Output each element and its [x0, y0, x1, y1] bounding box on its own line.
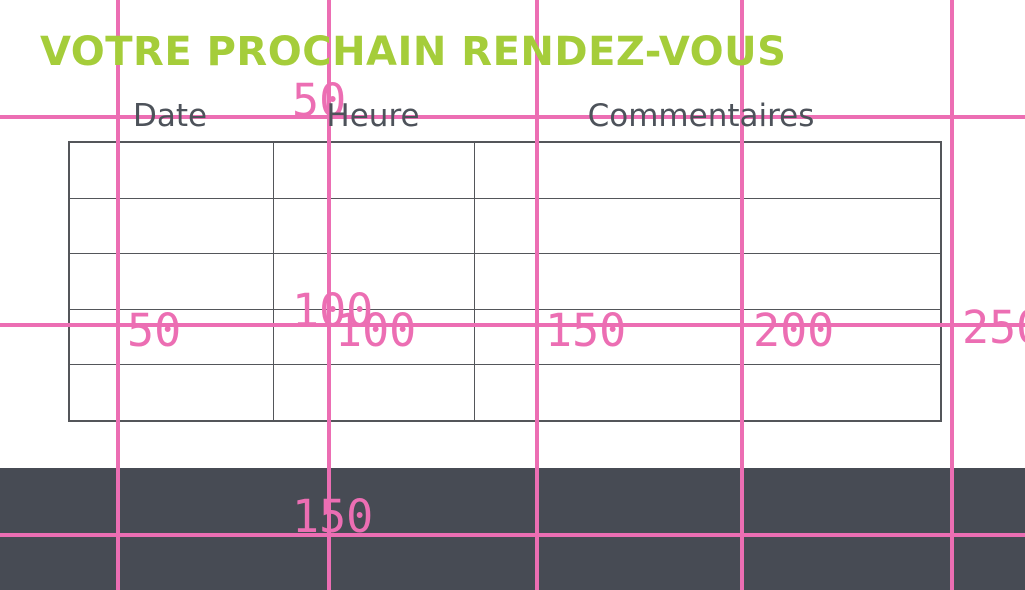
- table-cell: [473, 197, 942, 254]
- table-cell: [68, 141, 274, 199]
- table-row: [68, 364, 942, 421]
- table-row: [68, 253, 942, 310]
- appointments-table: [68, 141, 942, 422]
- table-cell: [473, 308, 942, 365]
- table-cell: [473, 253, 942, 310]
- table-cell: [68, 364, 274, 421]
- table-cell: [473, 141, 942, 199]
- table-row: [68, 141, 942, 199]
- column-header-commentaires: Commentaires: [587, 98, 815, 134]
- column-header-date: Date: [132, 98, 208, 134]
- grid-ruler-label-x: 250: [962, 301, 1025, 354]
- table-cell: [68, 253, 274, 310]
- footer-band: [0, 468, 1025, 590]
- table-cell: [473, 364, 942, 421]
- table-cell: [272, 141, 475, 199]
- table-cell: [68, 197, 274, 254]
- table-row: [68, 197, 942, 254]
- column-header-heure: Heure: [326, 98, 420, 134]
- table-cell: [272, 308, 475, 365]
- page-title: VOTRE PROCHAIN RENDEZ-VOUS: [40, 29, 787, 75]
- table-cell: [68, 308, 274, 365]
- table-cell: [272, 197, 475, 254]
- table-cell: [272, 364, 475, 421]
- table-cell: [272, 253, 475, 310]
- table-row: [68, 308, 942, 365]
